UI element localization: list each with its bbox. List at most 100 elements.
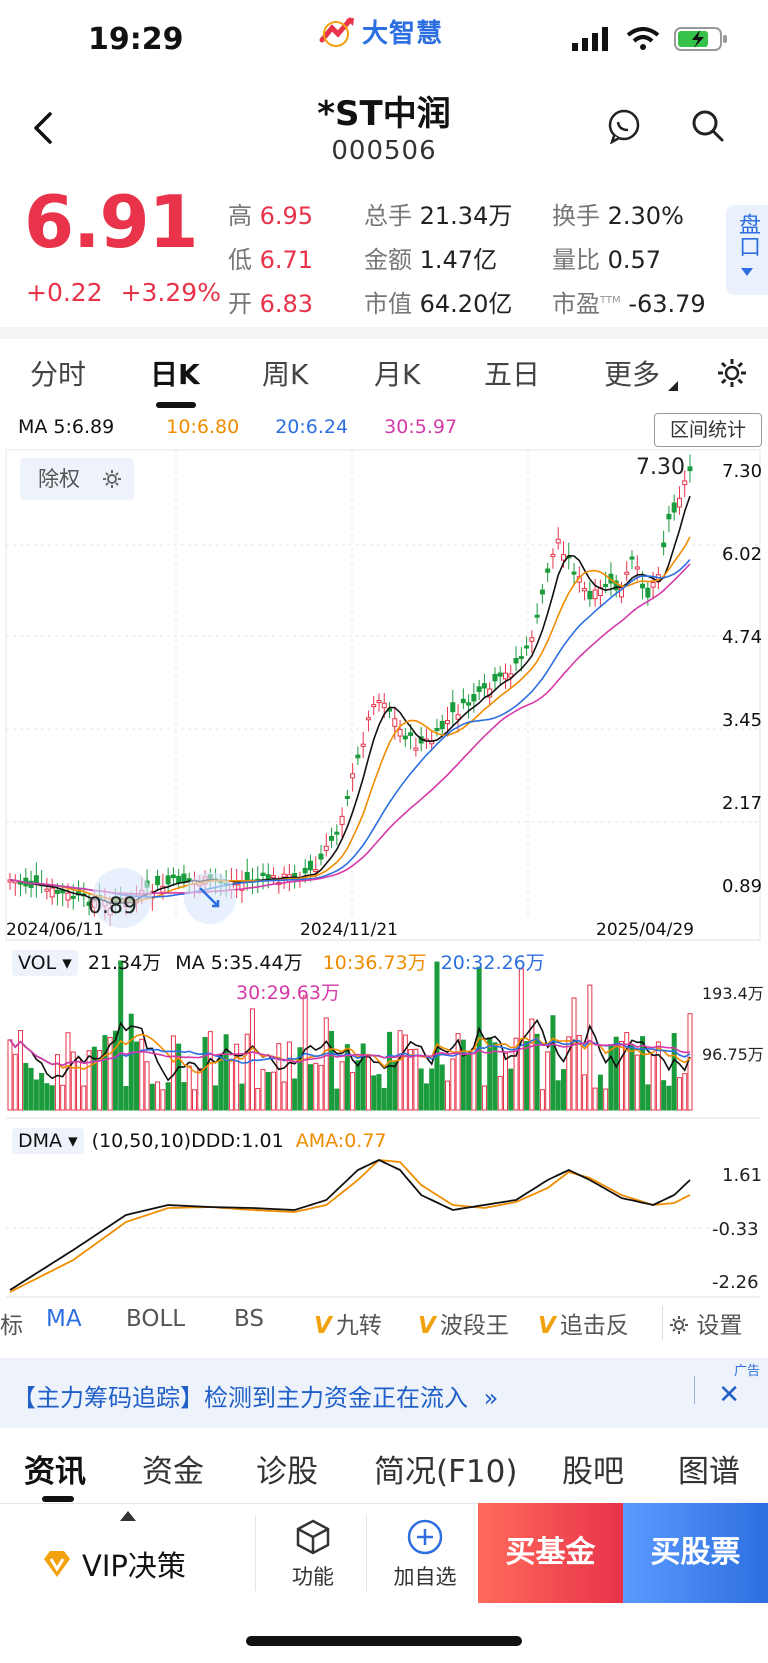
candle-body bbox=[323, 845, 329, 851]
volume-bar bbox=[513, 1037, 519, 1111]
wifi-icon bbox=[626, 27, 660, 50]
vol-ma30-line bbox=[9, 1039, 691, 1067]
volume-bar bbox=[123, 1086, 129, 1111]
ind-tab-partial[interactable]: 标 bbox=[0, 1313, 23, 1339]
ind-tab-bs[interactable]: BS bbox=[234, 1306, 264, 1332]
volume-bar bbox=[255, 1088, 261, 1111]
ad-text[interactable]: 【主力筹码追踪】检测到主力资金正在流入 » bbox=[12, 1384, 499, 1412]
volume-bar bbox=[402, 1034, 408, 1111]
vol-ma20: 20:32.26万 bbox=[440, 952, 545, 974]
volume-bar bbox=[91, 1046, 97, 1111]
volume-bar bbox=[271, 1071, 277, 1111]
price-change: +0.22 +3.29% bbox=[26, 278, 221, 307]
dma-indicator-dropdown[interactable]: DMA ▾ bbox=[12, 1128, 84, 1154]
buy-stock-button[interactable]: 买股票 bbox=[623, 1503, 768, 1603]
volume-bar bbox=[676, 1077, 682, 1111]
tab-graph[interactable]: 图谱 bbox=[678, 1454, 740, 1490]
grid bbox=[6, 450, 760, 915]
dma-legend: DMA ▾ (10,50,10)DDD:1.01 AMA:0.77 bbox=[12, 1128, 387, 1154]
volume-bar bbox=[624, 1032, 630, 1111]
volume-bar bbox=[265, 1071, 271, 1111]
quote-high: 高 6.95 bbox=[228, 202, 314, 230]
buy-fund-button[interactable]: 买基金 bbox=[478, 1503, 623, 1603]
ind-tab-boduanwang[interactable]: V 波段王 bbox=[418, 1313, 509, 1339]
app-logo: 大智慧 bbox=[318, 10, 443, 52]
tab-fenshi[interactable]: 分时 bbox=[30, 358, 87, 391]
back-button[interactable] bbox=[30, 108, 58, 152]
ind-tab-ma[interactable]: MA bbox=[46, 1306, 82, 1332]
tab-news[interactable]: 资讯 bbox=[24, 1454, 86, 1490]
candle-body bbox=[302, 867, 308, 874]
double-chevron-icon: » bbox=[483, 1384, 499, 1412]
volume-bar bbox=[587, 984, 593, 1111]
volume-bar bbox=[276, 1043, 282, 1111]
volume-bar bbox=[434, 961, 440, 1111]
ind-tab-boll[interactable]: BOLL bbox=[126, 1306, 186, 1332]
ad-close-button[interactable]: ✕ bbox=[718, 1380, 740, 1410]
candle-body bbox=[503, 672, 509, 680]
pankou-button[interactable]: 盘口 bbox=[726, 205, 768, 295]
fuquan-button[interactable]: 除权 bbox=[20, 458, 134, 500]
volume-bar bbox=[471, 1048, 477, 1111]
quote-volume: 总手 21.34万 bbox=[364, 202, 513, 230]
range-stat-button[interactable]: 区间统计 bbox=[654, 413, 762, 447]
volume-bar bbox=[54, 1054, 60, 1111]
function-button[interactable]: 功能 bbox=[268, 1518, 358, 1591]
volume-bar bbox=[365, 1056, 371, 1111]
tab-five-day[interactable]: 五日 bbox=[484, 358, 541, 391]
more-corner-icon bbox=[668, 381, 678, 391]
candle-body bbox=[313, 869, 319, 873]
volume-bar bbox=[629, 1044, 635, 1111]
tab-f10[interactable]: 简况(F10) bbox=[374, 1454, 518, 1490]
volume-bar bbox=[186, 1065, 192, 1111]
volume-bar bbox=[376, 1074, 382, 1111]
candle-body bbox=[344, 795, 350, 799]
volume-bar bbox=[661, 1080, 667, 1111]
ind-tab-zhuiji[interactable]: V 追击反 bbox=[538, 1313, 629, 1339]
vip-decision-button[interactable]: VIP决策 bbox=[40, 1543, 186, 1585]
expand-icon[interactable] bbox=[199, 887, 220, 908]
candle-body bbox=[381, 702, 387, 709]
volume-bar bbox=[597, 1074, 603, 1111]
price-tick: 3.45 bbox=[722, 710, 762, 731]
candle-body bbox=[634, 566, 640, 570]
tab-more[interactable]: 更多 bbox=[604, 358, 661, 391]
search-button[interactable] bbox=[690, 108, 726, 148]
tab-funds[interactable]: 资金 bbox=[142, 1454, 204, 1490]
candle-body bbox=[408, 732, 414, 737]
tab-diagnose[interactable]: 诊股 bbox=[256, 1454, 318, 1490]
tab-monthly-k[interactable]: 月K bbox=[374, 358, 421, 391]
candle-body bbox=[603, 583, 609, 587]
vip-diamond-icon bbox=[44, 1551, 70, 1577]
candle-body bbox=[329, 835, 335, 841]
gear-icon[interactable] bbox=[716, 357, 748, 389]
volume-bar bbox=[118, 960, 124, 1111]
caret-up-icon[interactable] bbox=[120, 1511, 136, 1521]
candle-body bbox=[392, 718, 398, 727]
tab-weekly-k[interactable]: 周K bbox=[262, 358, 309, 391]
indicator-tabs: 标 MA BOLL BS V 九转 V 波段王 V 追击反 设置 bbox=[0, 1306, 768, 1342]
add-favorite-button[interactable]: 加自选 bbox=[380, 1518, 470, 1591]
volume-bar bbox=[350, 1072, 356, 1111]
tab-daily-k[interactable]: 日K bbox=[150, 358, 200, 391]
volume-bar bbox=[313, 1062, 319, 1111]
candle-body bbox=[397, 728, 403, 737]
tab-forum[interactable]: 股吧 bbox=[562, 1454, 624, 1490]
ad-banner[interactable] bbox=[0, 1358, 768, 1428]
volume-bar bbox=[234, 1043, 240, 1111]
candle-body bbox=[44, 888, 50, 892]
chat-button[interactable] bbox=[606, 108, 642, 148]
vol-indicator-dropdown[interactable]: VOL ▾ bbox=[12, 950, 78, 976]
ad-divider bbox=[694, 1376, 695, 1404]
ind-tab-jiuzhuan[interactable]: V 九转 bbox=[314, 1313, 382, 1339]
candle-body bbox=[555, 538, 561, 544]
ad-tag: 广告 bbox=[733, 1364, 760, 1379]
ind-settings-button[interactable]: 设置 bbox=[662, 1306, 742, 1340]
candle-body bbox=[524, 645, 530, 649]
kline-chart[interactable]: 0.89 7.30 7.30 6.02 4.74 3.45 2.17 0.89 2024/… bbox=[0, 445, 768, 1305]
volume-bar bbox=[176, 1043, 182, 1111]
candle-body bbox=[318, 853, 324, 860]
vol-value: 21.34万 bbox=[87, 952, 162, 974]
dma-lines bbox=[9, 1159, 691, 1293]
candle-body bbox=[613, 580, 619, 591]
